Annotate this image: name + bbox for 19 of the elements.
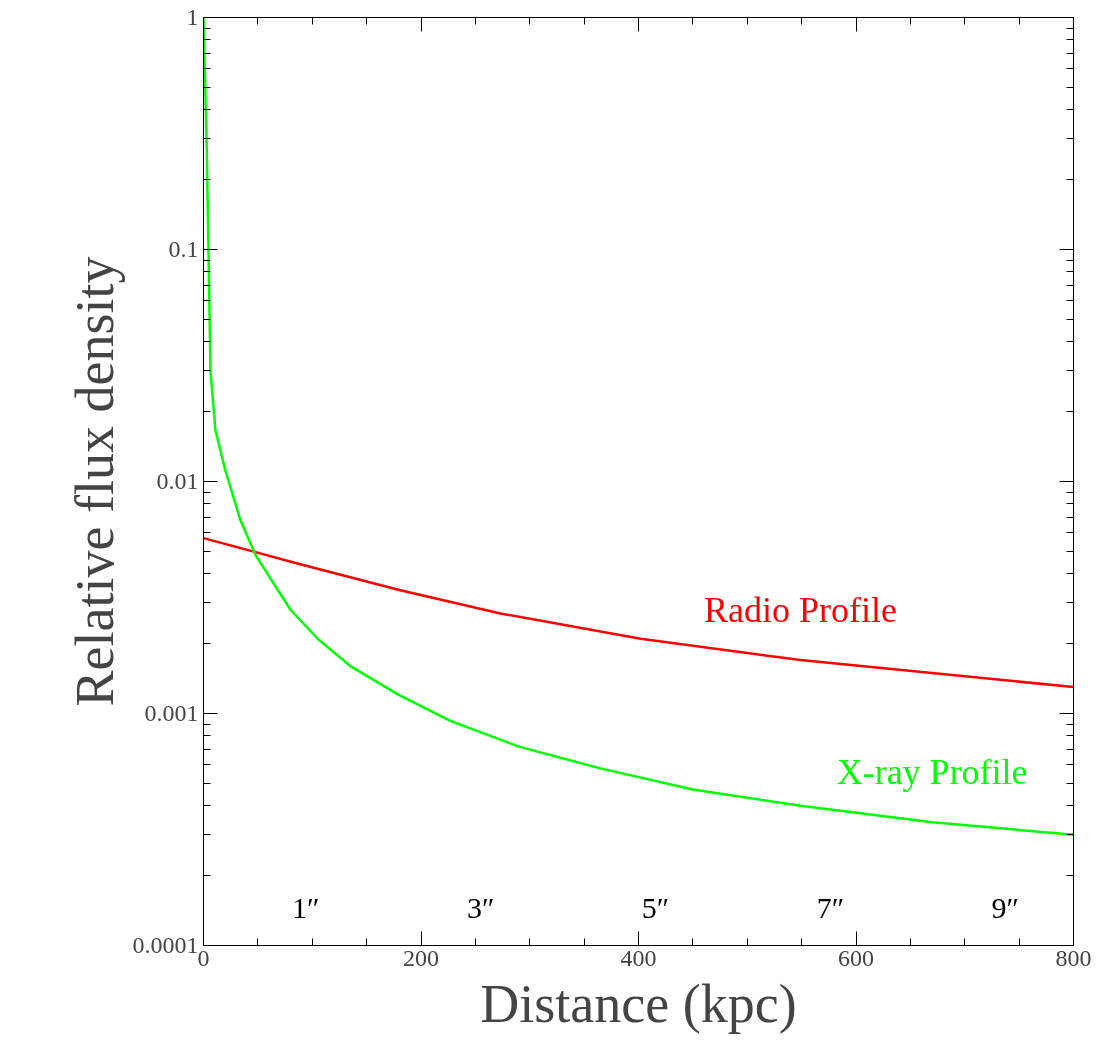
y-tick-label: 0.0001 xyxy=(132,932,199,958)
x2-tick-label: 1″ xyxy=(292,890,320,924)
x-tick-label: 200 xyxy=(403,944,439,971)
y-tick-label: 0.01 xyxy=(156,468,199,494)
x2-tick-label: 5″ xyxy=(641,890,670,924)
y-axis-title: Relative flux density xyxy=(64,256,125,707)
x-axis-title: Distance (kpc) xyxy=(480,973,797,1034)
x-tick-label: 400 xyxy=(620,944,657,971)
x-tick-label: 800 xyxy=(1055,944,1092,971)
x-tick-label: 600 xyxy=(838,944,874,971)
y-tick-label: 1 xyxy=(186,4,199,30)
series-label: Radio Profile xyxy=(704,590,898,631)
y-tick-label: 0.001 xyxy=(144,700,199,726)
series-label: X-ray Profile xyxy=(836,752,1028,793)
x-tick-label: 0 xyxy=(197,944,210,971)
x2-tick-label: 7″ xyxy=(816,890,845,924)
x2-tick-label: 3″ xyxy=(466,890,495,924)
y-tick-label: 0.1 xyxy=(168,236,199,262)
x2-tick-label: 9″ xyxy=(991,890,1020,924)
